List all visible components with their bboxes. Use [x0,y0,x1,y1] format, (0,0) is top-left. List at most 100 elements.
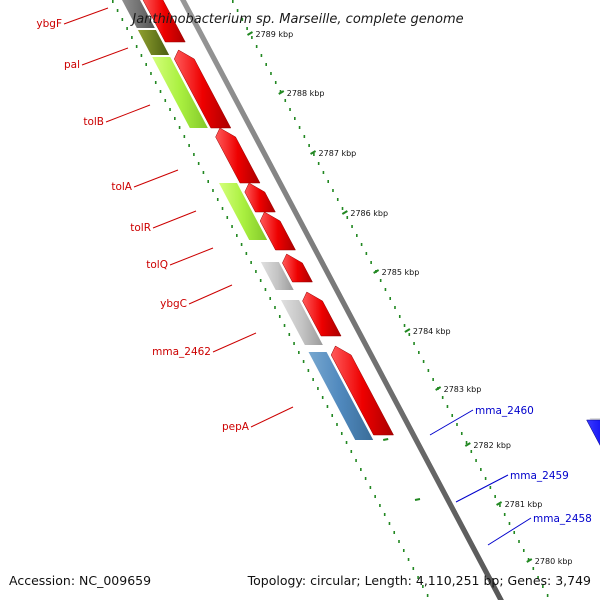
tick-dot [356,234,358,237]
tick-dot [221,207,224,210]
tick-dot [351,225,353,228]
scale-label: 2781 kbp [505,500,543,509]
tick-dot [154,81,157,84]
gene-leader-line [63,7,109,25]
scale-tick [435,386,442,391]
gene-leader-line [487,517,532,546]
tick-dot [202,171,205,174]
gene-leader-line [105,104,151,123]
tick-dot [398,315,401,318]
tick-dot [518,540,520,543]
tick-dot [379,279,382,282]
tick-dot [369,486,372,489]
tick-dot [383,513,386,516]
tick-dot [350,450,353,453]
scale-label: 2789 kbp [255,30,293,39]
tick-dot [456,423,458,426]
tick-dot [398,540,400,543]
tick-track [232,0,549,597]
tick-dot [346,216,349,219]
tick-dot [355,459,357,462]
tick-dot [336,423,338,426]
tick-dot [441,396,444,399]
tick-dot [394,306,396,309]
tick-dot [259,279,262,282]
gene-arrow [586,419,600,446]
tick-dot [140,54,143,57]
scale-tick [246,31,254,36]
tick-dot [293,342,295,345]
genome-summary-text: Topology: circular; Length: 4,110,251 bp… [247,573,591,588]
tick-dot [388,522,391,525]
tick-dot [542,585,544,588]
tick-dot [250,261,252,264]
tick-dot [532,567,535,570]
tick-dot [480,468,482,471]
gene-label-ybgF: ybgF [36,18,62,30]
scale-tick [496,501,503,506]
gene-block [308,352,374,440]
tick-dot [389,297,392,300]
tick-dot [264,288,267,291]
gene-leader-line [188,284,233,305]
tick-dot [197,162,200,165]
tick-dot [126,27,128,30]
gene-label-tolR: tolR [130,222,151,234]
gene-label-ybgC: ybgC [160,298,187,310]
gene-arrow [259,211,296,251]
tick-dot [364,477,367,480]
scale-label: 2786 kbp [350,209,388,218]
accession-text: Accession: NC_009659 [9,573,151,588]
tick-dot [379,504,381,507]
tick-dot [283,324,286,327]
scale-label: 2784 kbp [413,327,451,336]
tick-dot [112,0,114,3]
tick-dot [308,144,310,147]
tick-dot [169,108,171,111]
tick-dot [312,378,314,381]
gene-label-tolB: tolB [83,116,104,128]
tick-dot [402,549,405,552]
tick-dot [178,126,181,129]
tick-dot [302,360,305,363]
tick-dot [174,117,176,120]
tick-dot [537,576,539,579]
scale-tick [310,150,317,155]
tick-dot [499,504,501,507]
tick-dot [145,63,147,66]
tick-dot [255,45,258,48]
gene-block [281,300,323,345]
tick-dot [403,324,406,327]
tick-dot [193,153,195,156]
gene-leader-line [250,406,294,428]
tick-dot [289,108,291,111]
gene-label-mma_2458: mma_2458 [533,513,592,525]
tick-dot [489,486,492,489]
tick-dot [427,369,430,372]
tick-dot [159,90,162,93]
gene-leader-line [212,332,257,353]
scale-tick [278,90,285,95]
tick-dot [116,9,119,12]
gene-leader-line [81,47,129,66]
tick-dot [212,189,214,192]
tick-dot [527,558,530,561]
tick-dot [245,252,248,255]
tick-dot [274,81,277,84]
backbone-highlight [185,0,506,600]
tick-dot [475,459,477,462]
tick-dot [460,432,463,435]
tick-dot [446,405,449,408]
scale-tick-minor [414,498,421,501]
tick-dot [340,432,343,435]
tick-dot [216,198,219,201]
gene-arrow [173,49,232,129]
gene-leader-line [429,409,474,436]
gene-block [589,418,600,438]
map-layer: 2789 kbp 2788 kbp 2787 kbp 2786 kbp 2785 kbp… [36,0,600,600]
gene-block [260,262,294,290]
tick-dot [269,297,272,300]
tick-dot [327,180,329,183]
scale-tick [464,442,471,447]
